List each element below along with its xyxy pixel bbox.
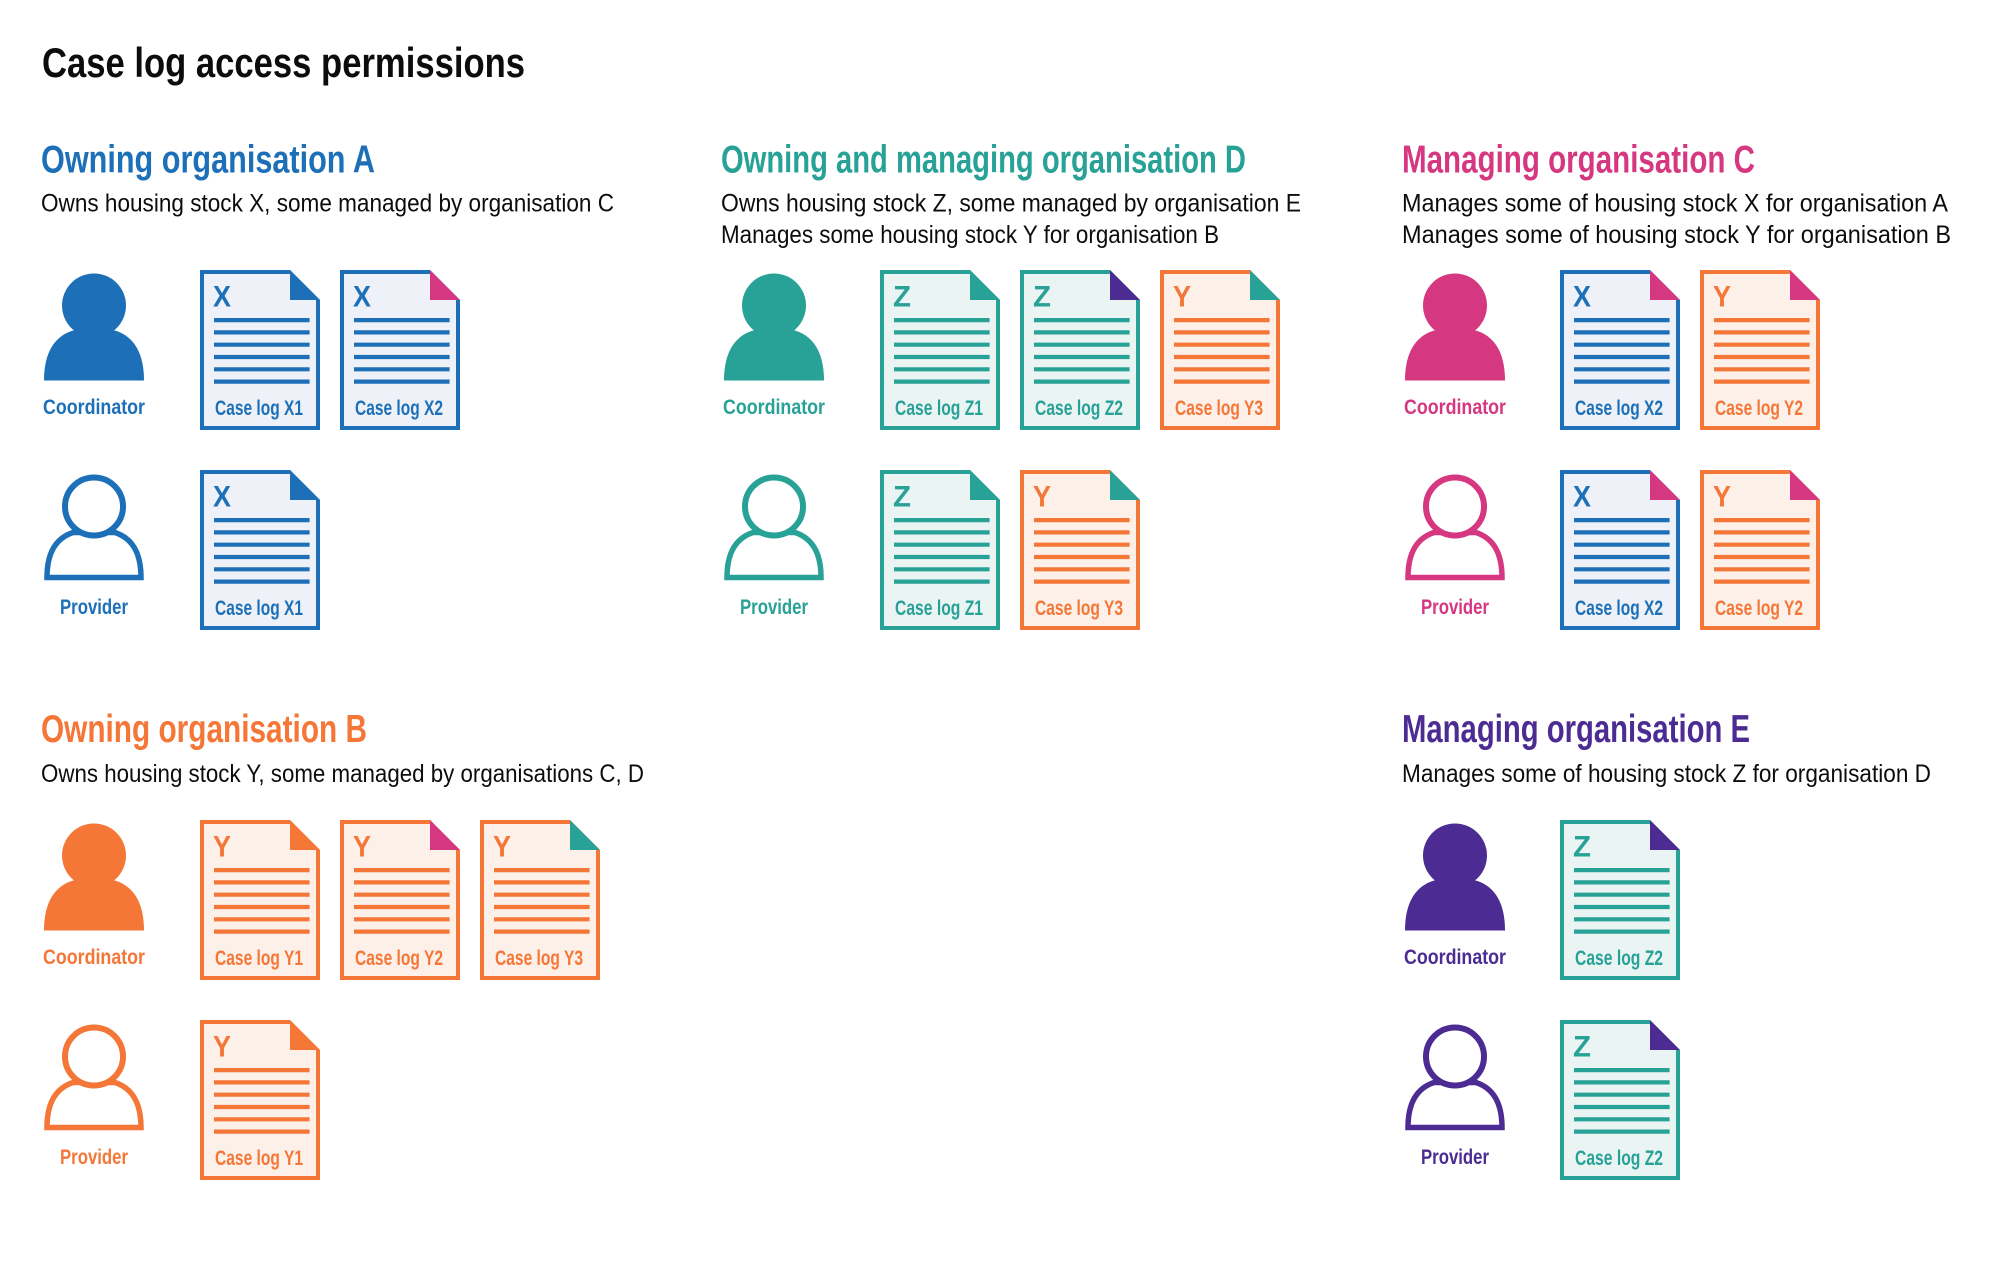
svg-text:Case log Y3: Case log Y3 [495,946,583,970]
svg-text:Owns housing stock X, some man: Owns housing stock X, some managed by or… [41,190,614,218]
svg-text:Case log Z1: Case log Z1 [895,396,983,420]
svg-text:Z: Z [893,481,911,514]
svg-text:Coordinator: Coordinator [1404,945,1507,969]
svg-text:Y: Y [1173,281,1191,314]
svg-text:Case log Z2: Case log Z2 [1575,946,1663,970]
svg-text:Y: Y [1033,481,1051,514]
svg-text:Case log X2: Case log X2 [355,396,443,420]
svg-text:Provider: Provider [740,595,808,619]
svg-text:Owns housing stock Y, some man: Owns housing stock Y, some managed by or… [41,760,644,788]
svg-text:Z: Z [893,281,911,314]
svg-text:Case log access permissions: Case log access permissions [42,39,525,86]
svg-text:Manages some of housing stock: Manages some of housing stock Y for orga… [1402,221,1951,249]
svg-text:Z: Z [1033,281,1051,314]
svg-text:Owning and managing organisati: Owning and managing organisation D [721,138,1246,181]
svg-text:Y: Y [213,1031,231,1064]
svg-text:X: X [353,281,371,314]
svg-text:Provider: Provider [60,595,128,619]
svg-text:Case log Y3: Case log Y3 [1175,396,1263,420]
svg-text:Provider: Provider [1421,595,1489,619]
svg-text:Coordinator: Coordinator [723,395,826,419]
svg-text:Case log Y2: Case log Y2 [1715,396,1803,420]
svg-text:Y: Y [1713,281,1731,314]
svg-text:Y: Y [493,831,511,864]
svg-text:Y: Y [1713,481,1731,514]
svg-text:Case log Z2: Case log Z2 [1575,1146,1663,1170]
svg-text:Manages some housing stock Y f: Manages some housing stock Y for organis… [721,221,1219,249]
svg-text:Case log X2: Case log X2 [1575,396,1663,420]
svg-text:Y: Y [353,831,371,864]
svg-text:Owns housing stock Z, some man: Owns housing stock Z, some managed by or… [721,190,1301,218]
svg-text:X: X [213,481,231,514]
svg-text:Case log X2: Case log X2 [1575,596,1663,620]
svg-text:Y: Y [213,831,231,864]
svg-text:Coordinator: Coordinator [43,945,146,969]
svg-text:Managing organisation C: Managing organisation C [1402,138,1755,181]
svg-text:Case log Z1: Case log Z1 [895,596,983,620]
svg-text:Coordinator: Coordinator [1404,395,1507,419]
svg-text:Case log Y1: Case log Y1 [215,946,303,970]
svg-text:Manages some of housing stock: Manages some of housing stock X for orga… [1402,190,1948,218]
svg-text:Z: Z [1573,831,1591,864]
svg-text:Managing organisation E: Managing organisation E [1402,708,1750,751]
svg-text:Manages some of housing stock: Manages some of housing stock Z for orga… [1402,760,1931,788]
svg-text:Owning organisation B: Owning organisation B [41,708,367,751]
svg-text:Case log X1: Case log X1 [215,396,303,420]
svg-text:Case log Y2: Case log Y2 [355,946,443,970]
svg-text:Coordinator: Coordinator [43,395,146,419]
svg-text:Provider: Provider [1421,1145,1489,1169]
svg-text:X: X [213,281,231,314]
svg-text:Case log Z2: Case log Z2 [1035,396,1123,420]
svg-text:Case log Y3: Case log Y3 [1035,596,1123,620]
svg-text:X: X [1573,481,1591,514]
svg-text:X: X [1573,281,1591,314]
svg-text:Case log Y1: Case log Y1 [215,1146,303,1170]
svg-text:Case log Y2: Case log Y2 [1715,596,1803,620]
svg-text:Z: Z [1573,1031,1591,1064]
svg-text:Owning organisation A: Owning organisation A [41,138,375,181]
svg-text:Provider: Provider [60,1145,128,1169]
svg-text:Case log X1: Case log X1 [215,596,303,620]
